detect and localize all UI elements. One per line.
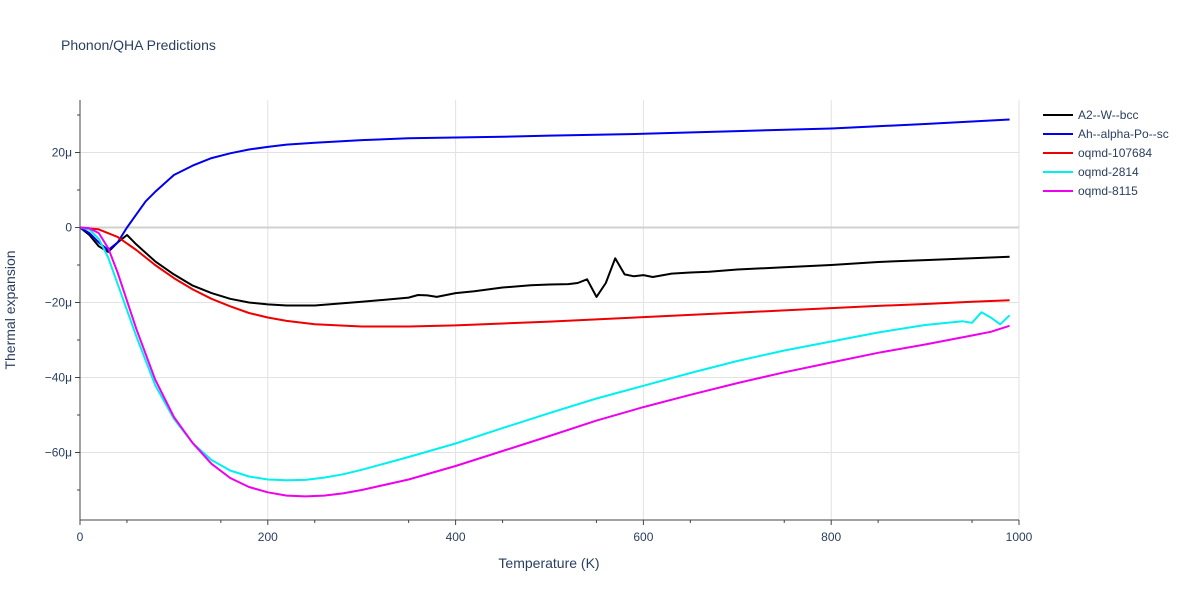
legend-item-oqmd-2814[interactable]: oqmd-2814 [1043, 165, 1139, 179]
chart-title: Phonon/QHA Predictions [61, 37, 216, 53]
series-line-oqmd-2814 [79, 226, 1011, 482]
legend-label: A2--W--bcc [1078, 108, 1138, 122]
legend-item-a2-w-bcc[interactable]: A2--W--bcc [1043, 108, 1138, 122]
y-axis-label: Thermal expansion [2, 250, 18, 369]
x-tick-label: 600 [633, 530, 653, 544]
x-axis-label: Temperature (K) [498, 555, 599, 571]
legend[interactable]: A2--W--bcc Ah--alpha-Po--sc oqmd-107684 oqm… [1043, 108, 1169, 198]
series-line-ah-alpha-po-sc [79, 118, 1010, 251]
y-tick-label: −20μ [45, 296, 72, 310]
x-tick-label: 400 [446, 530, 466, 544]
legend-item-oqmd-8115[interactable]: oqmd-8115 [1043, 184, 1138, 198]
axes: 0 200 400 600 800 1000 −60μ −40μ −20μ 0 20μ [45, 100, 1033, 544]
y-tick-label: 20μ [52, 146, 72, 160]
x-tick-label: 200 [258, 530, 278, 544]
series-lines [79, 118, 1011, 498]
grid-lines [80, 100, 1020, 520]
y-tick-label: −60μ [45, 446, 72, 460]
legend-label: oqmd-2814 [1078, 165, 1139, 179]
legend-label: Ah--alpha-Po--sc [1078, 127, 1169, 141]
legend-label: oqmd-8115 [1078, 184, 1138, 198]
y-tick-label: −40μ [45, 371, 72, 385]
series-line-a2-w-bcc [79, 226, 1010, 307]
legend-item-ah-alpha-po-sc[interactable]: Ah--alpha-Po--sc [1043, 127, 1169, 141]
x-tick-label: 800 [821, 530, 841, 544]
legend-label: oqmd-107684 [1078, 146, 1152, 160]
legend-item-oqmd-107684[interactable]: oqmd-107684 [1043, 146, 1152, 160]
series-line-oqmd-107684 [79, 226, 1010, 328]
y-tick-label: 0 [65, 221, 72, 235]
x-tick-label: 0 [77, 530, 84, 544]
series-line-oqmd-8115 [79, 226, 1010, 498]
x-tick-label: 1000 [1006, 530, 1033, 544]
